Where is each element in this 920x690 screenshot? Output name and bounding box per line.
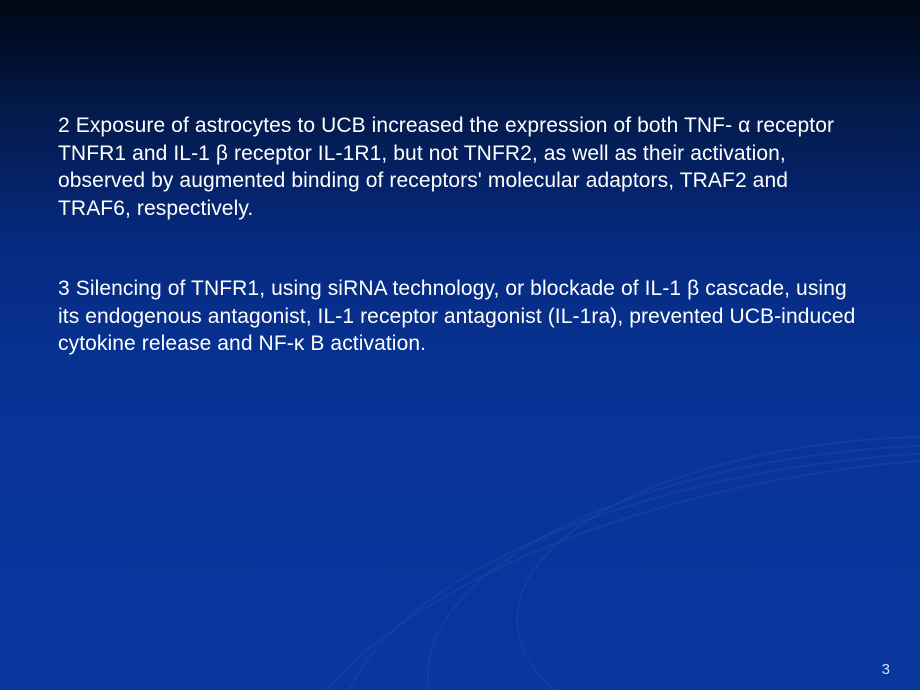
decorative-swoosh — [245, 385, 920, 690]
decorative-swoosh — [510, 422, 920, 690]
decorative-swoosh — [315, 400, 920, 690]
presentation-slide: 2 Exposure of astrocytes to UCB increase… — [0, 0, 920, 690]
decorative-swoosh — [413, 413, 920, 690]
paragraph-gap — [58, 223, 862, 275]
paragraph-2: 2 Exposure of astrocytes to UCB increase… — [58, 112, 862, 223]
page-number: 3 — [882, 661, 890, 678]
paragraph-3: 3 Silencing of TNFR1, using siRNA techno… — [58, 275, 862, 358]
slide-body: 2 Exposure of astrocytes to UCB increase… — [58, 112, 862, 358]
